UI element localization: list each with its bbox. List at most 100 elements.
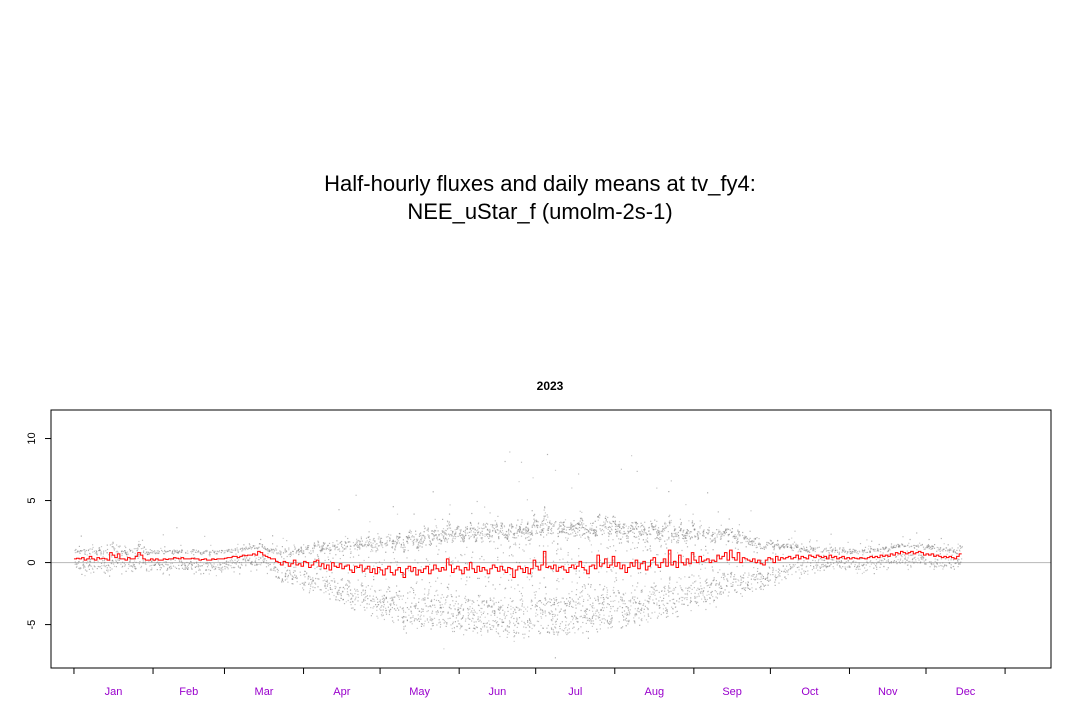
half-hourly-point — [277, 569, 279, 571]
half-hourly-point — [440, 611, 442, 613]
half-hourly-point — [465, 618, 467, 620]
half-hourly-point — [630, 530, 632, 532]
half-hourly-point — [413, 589, 415, 591]
half-hourly-point — [494, 611, 496, 613]
half-hourly-point — [315, 577, 317, 580]
half-hourly-point — [274, 562, 276, 564]
half-hourly-point — [388, 586, 390, 588]
half-hourly-point — [365, 586, 367, 588]
half-hourly-point — [404, 546, 406, 548]
half-hourly-point — [495, 631, 497, 633]
half-hourly-point — [640, 589, 642, 592]
half-hourly-point — [844, 567, 846, 569]
half-hourly-point — [578, 526, 580, 529]
half-hourly-point — [441, 530, 443, 532]
half-hourly-point — [317, 578, 319, 580]
half-hourly-point — [298, 554, 300, 556]
half-hourly-point — [839, 548, 841, 550]
half-hourly-point — [639, 624, 641, 626]
half-hourly-point — [846, 553, 848, 555]
half-hourly-point — [560, 601, 562, 603]
half-hourly-point — [104, 561, 106, 563]
half-hourly-point — [730, 574, 732, 576]
half-hourly-point — [663, 560, 665, 562]
half-hourly-point — [382, 601, 384, 603]
half-hourly-point — [518, 590, 521, 592]
half-hourly-point — [684, 537, 686, 539]
half-hourly-point — [723, 574, 725, 576]
half-hourly-point — [657, 615, 659, 617]
half-hourly-point — [419, 542, 422, 544]
half-hourly-point — [537, 620, 540, 623]
half-hourly-point — [140, 566, 142, 569]
half-hourly-point — [175, 551, 177, 553]
half-hourly-point — [495, 620, 497, 622]
half-hourly-point — [482, 540, 484, 542]
half-hourly-point — [588, 595, 590, 597]
half-hourly-point — [477, 604, 480, 606]
half-hourly-point — [594, 532, 596, 534]
half-hourly-point — [403, 628, 405, 630]
half-hourly-point — [124, 564, 126, 566]
half-hourly-point — [789, 564, 791, 566]
half-hourly-point — [304, 570, 306, 572]
half-hourly-point — [746, 538, 748, 540]
half-hourly-point — [797, 561, 799, 564]
half-hourly-point — [199, 561, 202, 563]
half-hourly-point — [349, 541, 351, 543]
half-hourly-point — [375, 604, 377, 606]
half-hourly-point — [192, 551, 194, 553]
half-hourly-point — [766, 577, 768, 579]
half-hourly-point — [493, 604, 495, 606]
half-hourly-point — [107, 569, 109, 571]
half-hourly-point — [440, 533, 442, 535]
half-hourly-point — [182, 563, 184, 565]
half-hourly-point — [499, 583, 501, 586]
half-hourly-point — [581, 511, 583, 513]
half-hourly-point — [346, 584, 348, 586]
half-hourly-point — [618, 542, 621, 544]
half-hourly-point — [592, 610, 594, 612]
half-hourly-point — [609, 530, 611, 532]
half-hourly-point — [137, 548, 139, 550]
half-hourly-point — [152, 550, 154, 553]
half-hourly-point — [535, 561, 537, 563]
half-hourly-point — [171, 552, 173, 554]
half-hourly-point — [729, 529, 731, 531]
half-hourly-point — [529, 539, 531, 541]
half-hourly-point — [685, 504, 687, 506]
half-hourly-point — [574, 615, 576, 617]
half-hourly-point — [109, 567, 111, 569]
half-hourly-point — [669, 522, 671, 524]
half-hourly-point — [320, 589, 322, 591]
half-hourly-point — [777, 544, 779, 546]
half-hourly-point — [530, 533, 532, 535]
half-hourly-point — [285, 550, 287, 552]
half-hourly-point — [730, 531, 732, 534]
half-hourly-point — [566, 633, 568, 636]
half-hourly-point — [283, 552, 285, 554]
half-hourly-point — [572, 532, 574, 534]
half-hourly-point — [213, 563, 215, 565]
half-hourly-point — [462, 616, 464, 619]
half-hourly-point — [426, 619, 428, 621]
half-hourly-point — [492, 626, 495, 628]
half-hourly-point — [448, 523, 450, 525]
half-hourly-point — [607, 528, 609, 530]
half-hourly-point — [622, 602, 624, 605]
half-hourly-point — [276, 552, 278, 554]
half-hourly-point — [734, 547, 737, 549]
half-hourly-point — [857, 565, 859, 567]
half-hourly-point — [674, 533, 676, 535]
half-hourly-point — [616, 531, 618, 533]
half-hourly-point — [599, 602, 601, 604]
half-hourly-point — [732, 585, 734, 587]
half-hourly-point — [672, 608, 674, 610]
half-hourly-point — [447, 538, 450, 540]
half-hourly-point — [326, 585, 328, 587]
half-hourly-point — [374, 600, 376, 602]
half-hourly-point — [483, 559, 485, 561]
half-hourly-point — [334, 547, 336, 549]
half-hourly-point — [209, 562, 211, 564]
half-hourly-point — [364, 591, 367, 593]
